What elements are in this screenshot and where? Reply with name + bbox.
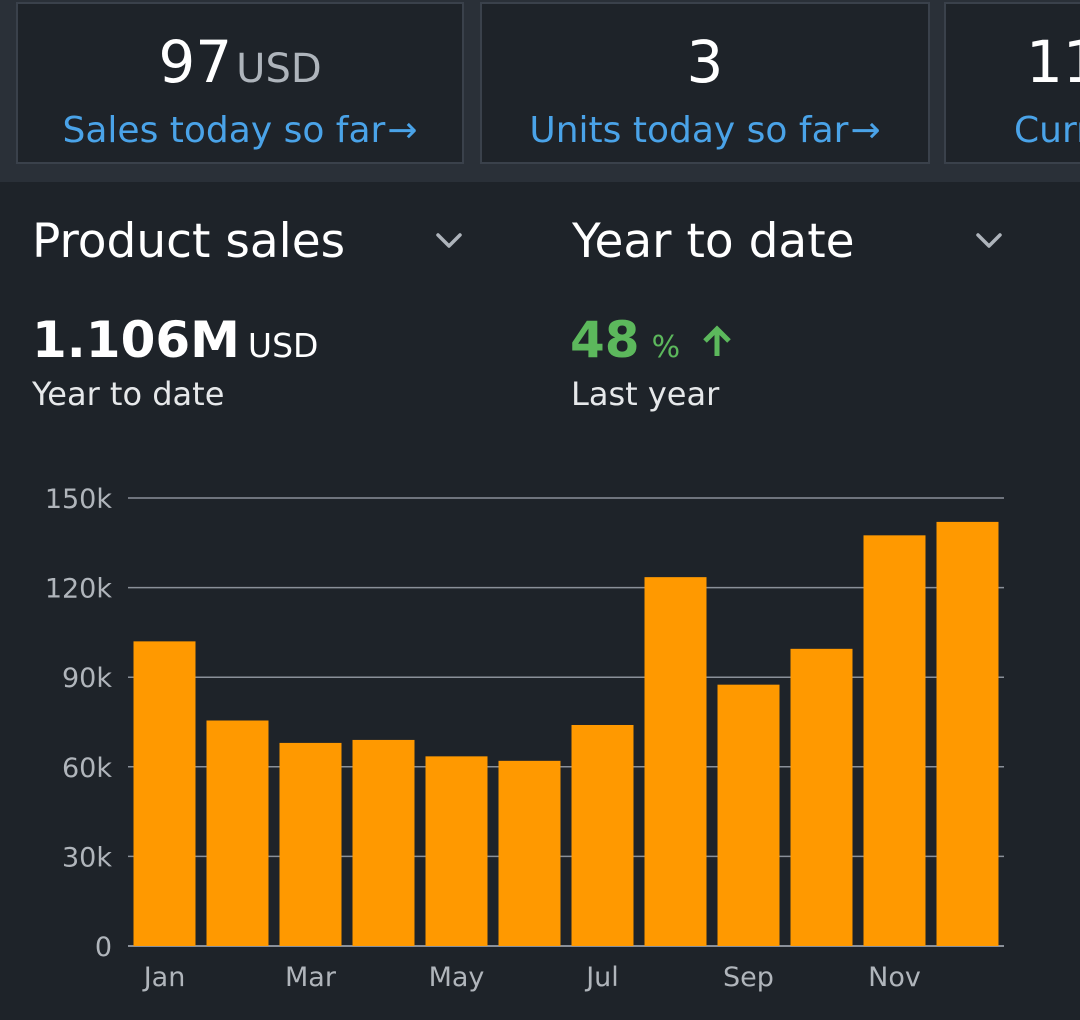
units-today-card[interactable]: 3 Units today so far→ xyxy=(480,2,930,164)
sales-today-card[interactable]: 97 USD Sales today so far→ xyxy=(16,2,464,164)
current-link[interactable]: Curr xyxy=(1014,108,1080,154)
ytd-sales-amount: 1.106M xyxy=(32,311,240,369)
current-card[interactable]: 11 Curr xyxy=(944,2,1080,164)
period-selector-label: Year to date xyxy=(572,214,855,269)
sales-today-link[interactable]: Sales today so far→ xyxy=(18,108,462,154)
sales-today-label: Sales today so far xyxy=(62,110,386,151)
bar xyxy=(790,648,853,946)
bar xyxy=(279,742,342,946)
sales-today-unit: USD xyxy=(236,46,322,92)
growth-caption: Last year xyxy=(571,375,720,413)
bar xyxy=(206,720,269,946)
y-tick-label: 0 xyxy=(95,932,112,963)
growth-value: 48% xyxy=(570,310,734,378)
bar xyxy=(863,535,926,946)
units-today-value: 3 xyxy=(482,30,928,94)
product-sales-chart: 0 30k 60k 90k 120k 150k Jan Mar May Jul Sep Nov xyxy=(45,484,1004,993)
stats-strip: 97 USD Sales today so far→ 3 Units today … xyxy=(0,0,1080,182)
y-tick-label: 90k xyxy=(62,663,112,694)
bar xyxy=(644,577,707,946)
units-today-amount: 3 xyxy=(686,28,724,96)
y-tick-label: 150k xyxy=(45,484,113,515)
units-today-link[interactable]: Units today so far→ xyxy=(482,108,928,154)
x-tick-label: Nov xyxy=(868,962,921,993)
sales-today-value: 97 USD xyxy=(18,30,462,101)
sales-today-amount: 97 xyxy=(158,28,233,96)
bar xyxy=(498,760,561,946)
growth-unit: % xyxy=(651,330,681,365)
arrow-up-icon xyxy=(702,325,731,356)
period-selector[interactable]: Year to date xyxy=(572,212,1012,272)
bar xyxy=(717,684,780,946)
x-tick-label: Jul xyxy=(584,962,619,993)
bar xyxy=(425,756,488,946)
units-today-label: Units today so far xyxy=(529,110,849,151)
y-tick-label: 120k xyxy=(45,574,113,605)
bar xyxy=(352,739,415,946)
ytd-sales-value: 1.106M USD xyxy=(32,310,318,376)
x-tick-label: Jan xyxy=(142,962,186,993)
metric-selector[interactable]: Product sales xyxy=(32,212,472,272)
x-tick-label: May xyxy=(429,962,485,993)
x-tick-label: Sep xyxy=(723,962,774,993)
y-tick-label: 30k xyxy=(62,842,112,873)
current-label: Curr xyxy=(1014,110,1080,151)
chevron-down-icon xyxy=(976,233,1002,248)
arrow-right-icon: → xyxy=(387,110,418,151)
metric-selector-label: Product sales xyxy=(32,214,346,269)
x-tick-label: Mar xyxy=(285,962,337,993)
ytd-caption: Year to date xyxy=(32,375,225,413)
growth-amount: 48 xyxy=(570,311,640,369)
bar xyxy=(571,724,634,946)
bar xyxy=(936,521,999,946)
current-value: 11 xyxy=(1026,30,1080,94)
current-amount: 11 xyxy=(1026,28,1080,96)
ytd-sales-unit: USD xyxy=(247,326,319,365)
bar xyxy=(133,641,196,946)
y-tick-label: 60k xyxy=(62,753,112,784)
arrow-right-icon: → xyxy=(850,110,881,151)
chevron-down-icon xyxy=(436,233,462,248)
